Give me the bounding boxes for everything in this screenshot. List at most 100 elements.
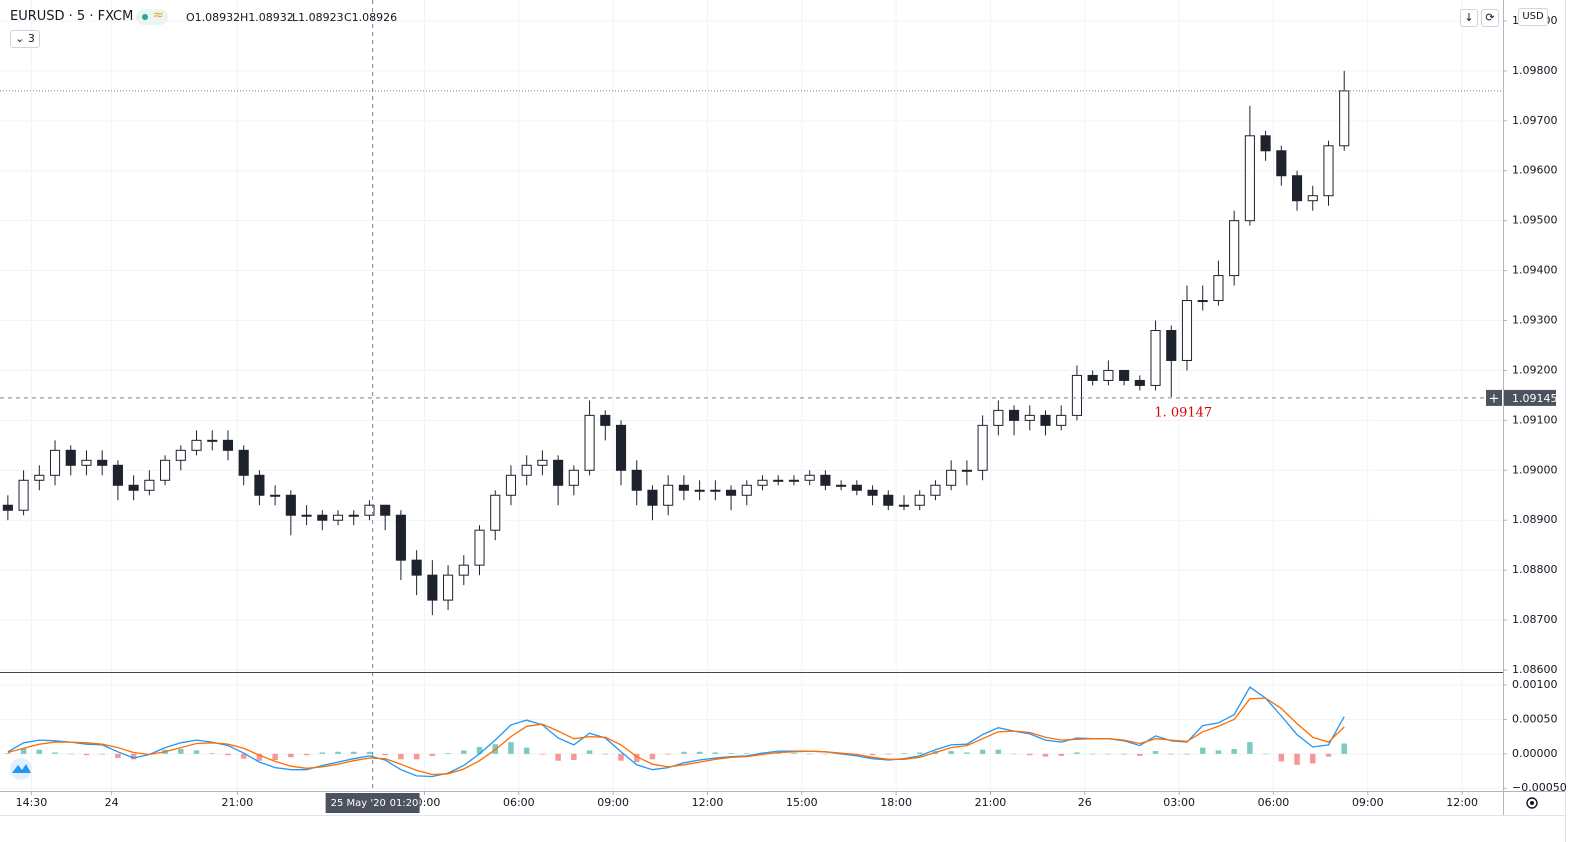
candle-body bbox=[1166, 330, 1177, 361]
candle-body bbox=[490, 494, 501, 531]
histogram-bar bbox=[1011, 753, 1017, 755]
candle-body bbox=[175, 449, 186, 461]
candle-body bbox=[694, 489, 705, 492]
histogram-bar bbox=[869, 753, 876, 756]
candle-body bbox=[1150, 330, 1161, 386]
histogram-bar bbox=[1199, 747, 1206, 754]
x-tick-label: 03:00 bbox=[1163, 796, 1195, 809]
x-tick-label: 09:00 bbox=[597, 796, 629, 809]
candle-body bbox=[678, 484, 689, 491]
gear-center bbox=[1530, 801, 1534, 805]
histogram-bar bbox=[948, 751, 954, 754]
x-tick-label: 24 bbox=[105, 796, 119, 809]
candle-body bbox=[1181, 300, 1193, 361]
candle-body bbox=[1103, 369, 1114, 381]
candle-body bbox=[1040, 414, 1051, 426]
y-tick-label: 1.08900 bbox=[1512, 513, 1558, 526]
histogram-bar bbox=[382, 753, 388, 756]
candle-body bbox=[773, 479, 784, 482]
currency[interactable]: USD bbox=[1518, 8, 1548, 26]
crosshair-time-box bbox=[325, 793, 420, 813]
histogram-bar bbox=[413, 753, 420, 760]
candle-body bbox=[647, 489, 658, 506]
candle-body bbox=[1134, 379, 1145, 386]
candle-body bbox=[521, 464, 532, 476]
histogram-bar bbox=[36, 749, 43, 754]
histogram-bar bbox=[319, 752, 326, 754]
crosshair-price-label: 1.09145 bbox=[1512, 392, 1558, 405]
histogram-bar bbox=[1325, 753, 1332, 757]
y-tick-label: 1.09300 bbox=[1512, 314, 1558, 327]
candle-body bbox=[1307, 195, 1318, 202]
histogram-bar bbox=[1262, 753, 1269, 755]
histogram-bar bbox=[1027, 753, 1033, 756]
candle-body bbox=[553, 459, 564, 486]
histogram-bar bbox=[822, 753, 829, 755]
candle-body bbox=[726, 489, 737, 496]
histogram-bar bbox=[791, 753, 797, 754]
candle-body bbox=[427, 574, 438, 601]
download-button[interactable]: ↓ bbox=[1460, 9, 1478, 27]
macd-line bbox=[7, 686, 1345, 778]
histogram-bar bbox=[1215, 750, 1222, 754]
x-tick-label: 14:30 bbox=[16, 796, 48, 809]
candle-body bbox=[1119, 369, 1130, 381]
indicators-toggle[interactable]: ⌄ 3 bbox=[10, 30, 40, 48]
candle-body bbox=[1323, 145, 1334, 197]
histogram-bar bbox=[99, 753, 105, 755]
candle-body bbox=[348, 514, 359, 517]
candle-body bbox=[332, 514, 344, 521]
candle-body bbox=[505, 474, 517, 496]
candle-body bbox=[301, 514, 312, 517]
y-tick-label: −0.00050 bbox=[1512, 781, 1567, 794]
histogram-bar bbox=[586, 750, 593, 754]
chevron: ⌄ bbox=[15, 32, 28, 45]
candle-body bbox=[207, 439, 218, 442]
histogram-bar bbox=[445, 753, 451, 754]
y-tick-label: 1.09700 bbox=[1512, 114, 1558, 127]
candle-body bbox=[600, 414, 611, 426]
candle-body bbox=[1087, 374, 1098, 381]
x-tick-label: 18:00 bbox=[880, 796, 912, 809]
candle-body bbox=[191, 439, 202, 451]
y-tick-label: 1.08800 bbox=[1512, 563, 1558, 576]
candle-body bbox=[160, 459, 171, 481]
refresh-button[interactable]: ⟳ bbox=[1481, 9, 1499, 27]
histogram-bar bbox=[1168, 753, 1175, 755]
status-badge: ≈ bbox=[136, 8, 168, 25]
y-tick-label: 1.09500 bbox=[1512, 214, 1558, 227]
y-tick-label: 1.08600 bbox=[1512, 663, 1558, 676]
crosshair-add-button[interactable] bbox=[1486, 389, 1502, 406]
settings-button[interactable] bbox=[1526, 797, 1538, 809]
grid bbox=[0, 0, 1503, 791]
symbol[interactable]: EURUSD · 5 · FXCM bbox=[10, 9, 134, 24]
gear-icon bbox=[1526, 797, 1538, 809]
ohlc-close: C1.08926 bbox=[344, 11, 398, 24]
histogram-bar bbox=[806, 753, 813, 755]
histogram-bar bbox=[193, 750, 200, 754]
histogram-bar bbox=[1341, 743, 1347, 754]
candle-body bbox=[364, 504, 375, 516]
x-tick-label: 12:00 bbox=[692, 796, 724, 809]
candle-body bbox=[930, 484, 941, 496]
histogram-bar bbox=[335, 751, 341, 754]
candle-body bbox=[97, 459, 108, 466]
ohlc-low: L1.08923 bbox=[292, 11, 344, 24]
histogram-bar bbox=[681, 751, 687, 754]
x-tick-label: 06:00 bbox=[503, 796, 535, 809]
annotation: 1. 09147 bbox=[1154, 405, 1212, 420]
histogram-bar bbox=[744, 753, 750, 754]
histogram-bar bbox=[728, 753, 734, 754]
candle-body bbox=[18, 479, 29, 511]
ohlc-open: O1.08932 bbox=[186, 11, 241, 24]
candle-body bbox=[1291, 175, 1303, 202]
histogram-bar bbox=[1294, 753, 1300, 765]
macd-line bbox=[7, 697, 1345, 776]
histogram-bar bbox=[571, 753, 577, 761]
histogram-bar bbox=[1278, 753, 1285, 762]
candle-body bbox=[946, 469, 957, 486]
histogram-bar bbox=[5, 753, 11, 754]
candle-body bbox=[2, 504, 13, 511]
